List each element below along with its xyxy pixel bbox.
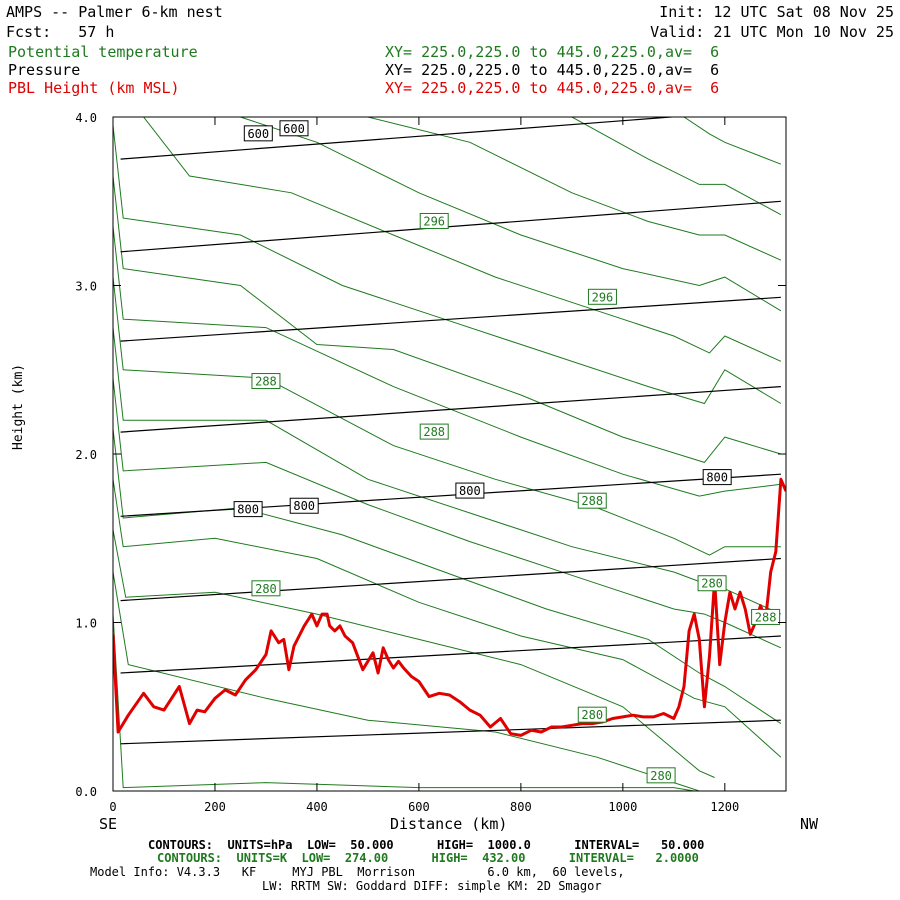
- contour-label-11: 280: [255, 582, 277, 596]
- y-tick-label-4: 4.0: [75, 111, 97, 125]
- forecast-hour: Fcst: 57 h: [6, 23, 115, 41]
- theta-isentrope-11: [143, 117, 782, 362]
- x-tick-label-1: 200: [204, 800, 226, 814]
- init-time: Init: 12 UTC Sat 08 Nov 25: [659, 3, 894, 21]
- x-tick-label-5: 1000: [608, 800, 637, 814]
- contour-label-15: 280: [650, 769, 672, 783]
- right-end-label: NW: [800, 815, 819, 833]
- theta-isentrope-15: [683, 117, 782, 165]
- x-tick-label-6: 1200: [710, 800, 739, 814]
- contour-label-5: 288: [423, 425, 445, 439]
- pbl-height-line: [113, 477, 786, 737]
- theta-isentrope-1: [113, 571, 700, 791]
- legend-label-pressure: Pressure: [8, 61, 81, 79]
- y-tick-label-0: 0.0: [75, 785, 97, 799]
- pressure-isobar-0: [120, 719, 781, 745]
- legend-xy-pressure: XY= 225.0,225.0 to 445.0,225.0,av= 6: [385, 61, 720, 79]
- contour-label-box-5: [419, 423, 449, 440]
- pressure-isobar-5: [120, 296, 781, 342]
- x-tick-label-4: 800: [510, 800, 532, 814]
- contour-label-12: 280: [701, 577, 723, 591]
- contour-labels-group: 600 600 296 296 288 288 288 800 800 800 800 280 280 2…: [233, 120, 781, 784]
- legend-label-pbl: PBL Height (km MSL): [8, 79, 180, 97]
- contour-label-10: 800: [237, 503, 259, 517]
- contour-label-14: 280: [581, 708, 603, 722]
- pressure-contour-info: CONTOURS: UNITS=hPa LOW= 50.000 HIGH= 10…: [148, 838, 705, 852]
- contour-label-7: 800: [706, 471, 728, 485]
- pressure-isobars-group: [120, 117, 781, 745]
- theta-isentrope-7: [113, 277, 781, 556]
- x-tick-label-0: 0: [109, 800, 116, 814]
- contour-label-3: 296: [592, 290, 614, 304]
- pressure-isobar-3: [120, 473, 781, 517]
- theta-isentrope-5: [113, 378, 782, 649]
- x-axis-label: Distance (km): [390, 815, 508, 833]
- contour-label-box-4: [251, 373, 281, 390]
- pressure-isobar-1: [120, 635, 781, 674]
- contour-label-box-3: [587, 288, 617, 305]
- theta-isentrope-0: [113, 614, 781, 791]
- pressure-isobar-4: [120, 386, 781, 433]
- contour-label-box-11: [251, 580, 281, 597]
- theta-isentrope-10: [113, 125, 782, 405]
- pbl-height-group: [113, 477, 786, 737]
- run-title: AMPS -- Palmer 6-km nest: [6, 3, 223, 21]
- pressure-isobar-7: [120, 117, 679, 160]
- theta-isentrope-8: [113, 226, 781, 497]
- contour-label-box-2: [419, 212, 449, 229]
- y-tick-label-2: 2.0: [75, 448, 97, 462]
- contour-label-box-13: [751, 608, 781, 625]
- contour-label-2: 296: [423, 214, 445, 228]
- y-tick-label-3: 3.0: [75, 280, 97, 294]
- contour-label-box-15: [646, 767, 676, 784]
- theta-isentrope-12: [240, 117, 782, 312]
- pressure-isobar-6: [120, 200, 781, 253]
- contour-label-4: 288: [255, 375, 277, 389]
- theta-isentropes-group: [113, 117, 782, 791]
- contour-label-1: 600: [247, 127, 269, 141]
- theta-isentrope-14: [571, 117, 782, 216]
- x-tick-label-3: 600: [408, 800, 430, 814]
- contour-label-box-10: [233, 501, 263, 518]
- contour-label-box-7: [702, 469, 732, 486]
- model-info: Model Info: V4.3.3 KF MYJ PBL Morrison 6…: [90, 865, 625, 879]
- axes-group: 0 200 400 600 800 1000 1200 0.0 1.0 2.0 3.0 4.0: [75, 111, 787, 814]
- legend-label-theta: Potential temperature: [8, 43, 198, 61]
- contour-label-box-12: [697, 575, 727, 592]
- left-end-label: SE: [99, 815, 118, 833]
- contour-label-box-14: [577, 706, 607, 723]
- theta-isentrope-2: [113, 529, 715, 778]
- contour-label-8: 800: [459, 484, 481, 498]
- theta-isentrope-3: [113, 479, 782, 758]
- theta-isentrope-6: [113, 327, 782, 615]
- y-axis-label: Height (km): [11, 363, 26, 450]
- theta-contour-info: CONTOURS: UNITS=K LOW= 274.00 HIGH= 432.…: [157, 851, 699, 865]
- contour-label-box-0: [279, 120, 309, 137]
- legend-xy-pbl: XY= 225.0,225.0 to 445.0,225.0,av= 6: [385, 79, 720, 97]
- contour-label-9: 800: [293, 499, 315, 513]
- theta-isentrope-13: [367, 117, 782, 261]
- contour-label-box-6: [577, 492, 607, 509]
- y-tick-label-1: 1.0: [75, 617, 97, 631]
- contour-label-13: 288: [755, 610, 777, 624]
- model-info-physics: LW: RRTM SW: Goddard DIFF: simple KM: 2D…: [262, 879, 602, 893]
- theta-isentrope-4: [113, 428, 782, 725]
- x-tick-label-2: 400: [306, 800, 328, 814]
- theta-isentrope-9: [113, 175, 782, 463]
- contour-label-6: 288: [581, 494, 603, 508]
- contour-label-0: 600: [283, 122, 305, 136]
- contour-label-box-1: [243, 125, 273, 142]
- legend-xy-theta: XY= 225.0,225.0 to 445.0,225.0,av= 6: [385, 43, 720, 61]
- pressure-isobar-2: [120, 557, 781, 602]
- valid-time: Valid: 21 UTC Mon 10 Nov 25: [650, 23, 894, 41]
- plot-frame: [112, 116, 787, 792]
- contour-label-box-8: [455, 482, 485, 499]
- contour-label-box-9: [289, 497, 319, 514]
